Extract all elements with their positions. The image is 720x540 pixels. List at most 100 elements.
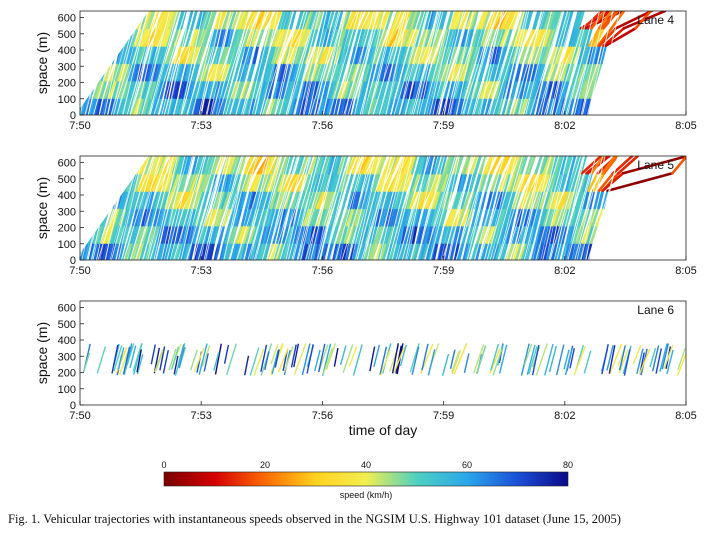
trajectory-segment (589, 224, 599, 244)
trajectory-segment (391, 96, 399, 115)
trajectory-segment (230, 241, 238, 260)
trajectory-segment (369, 61, 377, 82)
trajectory-segment (585, 96, 592, 115)
trajectory-segment (409, 343, 420, 373)
trajectory-segment (186, 241, 194, 260)
trajectory-segment (586, 44, 594, 65)
trajectory-segment (253, 172, 263, 192)
trajectory-segment (218, 224, 226, 244)
trajectory-segment (364, 96, 373, 115)
trajectory-segment (295, 79, 303, 99)
trajectory-segment (399, 96, 407, 115)
trajectory-segment (481, 241, 489, 260)
trajectory-segment (609, 343, 623, 375)
trajectory-segment (454, 79, 463, 99)
trajectory-segment (332, 241, 339, 260)
trajectory-segment (518, 241, 528, 260)
trajectory-segment (302, 241, 309, 260)
trajectory-segment (102, 96, 109, 115)
trajectory-segment (99, 79, 108, 99)
trajectory-segment (430, 172, 440, 192)
trajectory-segment (413, 61, 421, 82)
trajectory-segment (433, 156, 441, 175)
trajectory-segment (235, 11, 245, 30)
trajectory-segment (514, 241, 524, 260)
trajectory-segment (289, 224, 297, 244)
trajectory-segment (134, 26, 143, 48)
trajectory-gap (186, 156, 217, 260)
trajectory-segment (237, 241, 246, 260)
trajectory-segment (305, 96, 313, 115)
trajectory-segment (102, 241, 109, 260)
trajectory-segment (120, 44, 128, 65)
trajectory-segment (577, 61, 587, 82)
trajectory-segment (316, 61, 325, 82)
trajectory-gap (248, 11, 274, 115)
trajectory-segment (136, 354, 144, 375)
trajectory-segment (206, 241, 214, 260)
trajectory-segment (147, 79, 156, 99)
trajectory-segment (234, 241, 242, 260)
trajectory-segment (146, 61, 153, 82)
trajectory-segment (169, 189, 178, 210)
trajectory-segment (390, 156, 401, 175)
trajectory-segment (295, 96, 303, 115)
trajectory-segment (96, 96, 103, 115)
trajectory-segment (387, 26, 398, 48)
lane-6-trajectories (82, 343, 686, 376)
trajectory-gap (205, 11, 232, 115)
trajectory-segment (204, 96, 211, 115)
trajectory-segment (597, 172, 615, 192)
trajectory-segment (415, 206, 423, 227)
trajectory-gap (253, 156, 283, 260)
trajectory-gap (411, 11, 440, 115)
trajectory-segment (236, 206, 243, 227)
trajectory-segment (175, 156, 183, 175)
trajectory-segment (455, 156, 464, 175)
trajectory-gap (542, 156, 569, 260)
trajectory-gap (455, 11, 480, 115)
trajectory-segment (153, 189, 162, 210)
trajectory-segment (465, 79, 474, 99)
trajectory-segment (302, 189, 311, 210)
trajectory-segment (552, 96, 560, 115)
trajectory-segment (322, 189, 331, 210)
trajectory-segment (371, 189, 379, 210)
trajectory-segment (159, 346, 166, 371)
trajectory-gap (305, 156, 337, 260)
trajectory-segment (390, 224, 398, 244)
trajectory-segment (552, 44, 561, 65)
trajectory-segment (434, 26, 443, 48)
trajectory-segment (565, 224, 573, 244)
trajectory-segment (259, 79, 267, 99)
trajectory-segment (162, 349, 169, 374)
trajectory-segment (505, 189, 513, 210)
trajectory-segment (253, 189, 260, 210)
trajectory-segment (223, 241, 231, 260)
trajectory-segment (233, 26, 241, 48)
trajectory-segment (266, 61, 274, 82)
trajectory-gap (391, 156, 419, 260)
trajectory-segment (249, 172, 260, 192)
trajectory-segment (134, 172, 143, 192)
trajectory-segment (197, 206, 205, 227)
trajectory-segment (395, 224, 403, 244)
y-tick-label: 300 (58, 351, 76, 363)
trajectory-segment (279, 61, 286, 82)
trajectory-segment (161, 96, 169, 115)
trajectory-segment (358, 11, 369, 30)
trajectory-segment (144, 156, 153, 175)
trajectory-segment (484, 172, 493, 192)
trajectory-segment (530, 44, 540, 65)
trajectory-segment (124, 241, 133, 260)
trajectory-segment (299, 96, 307, 115)
trajectory-segment (376, 96, 385, 115)
trajectory-segment (482, 206, 490, 227)
y-axis-label: space (m) (34, 322, 50, 384)
trajectory-segment (129, 241, 139, 260)
trajectory-gap (180, 11, 204, 115)
trajectory-segment (586, 79, 596, 99)
trajectory-segment (389, 189, 397, 210)
trajectory-segment (614, 11, 653, 30)
